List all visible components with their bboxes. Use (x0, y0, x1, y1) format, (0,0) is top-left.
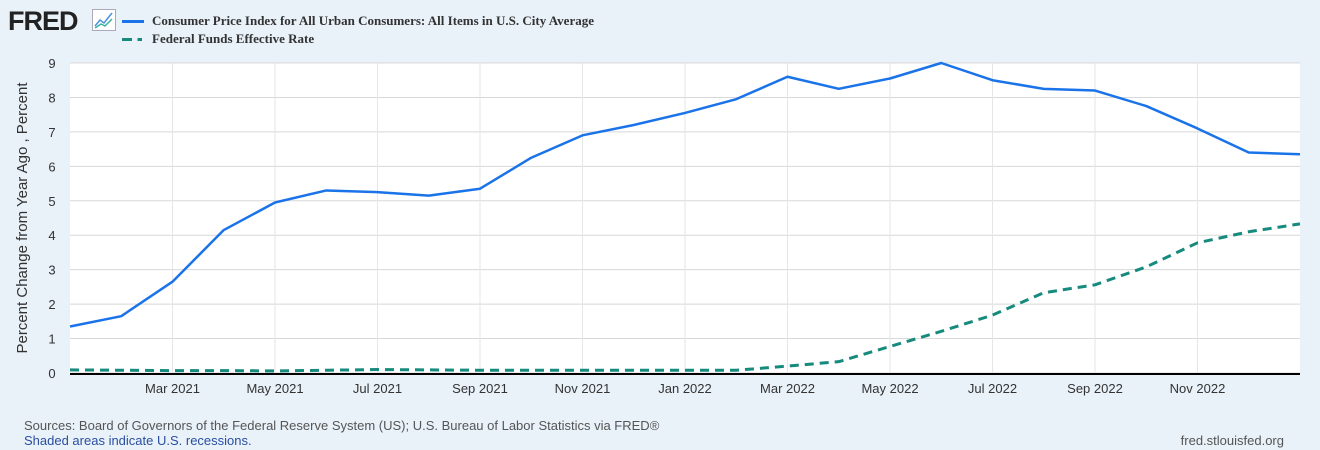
y-tick-label: 7 (48, 125, 55, 140)
x-tick-label: May 2022 (861, 381, 918, 396)
y-tick-label: 0 (48, 366, 55, 381)
y-tick-label: 2 (48, 297, 55, 312)
y-tick-label: 6 (48, 159, 55, 174)
y-tick-label: 5 (48, 194, 55, 209)
y-axis-label: Percent Change from Year Ago , Percent (14, 82, 31, 354)
x-tick-label: Jul 2021 (353, 381, 402, 396)
x-tick-label: Sep 2022 (1067, 381, 1123, 396)
x-tick-label: Jan 2022 (658, 381, 712, 396)
sources-note: Sources: Board of Governors of the Feder… (24, 418, 660, 433)
fred-logo[interactable]: FRED (8, 6, 78, 36)
legend-label-fedfunds: Federal Funds Effective Rate (152, 31, 315, 46)
y-tick-label: 1 (48, 332, 55, 347)
x-tick-label: Nov 2022 (1170, 381, 1226, 396)
legend-swatch-cpi (122, 19, 144, 23)
legend-item-fedfunds[interactable]: Federal Funds Effective Rate (122, 31, 314, 47)
recessions-note: Shaded areas indicate U.S. recessions. (24, 433, 252, 448)
y-tick-label: 4 (48, 228, 55, 243)
x-tick-label: May 2021 (246, 381, 303, 396)
site-link[interactable]: fred.stlouisfed.org (1180, 433, 1284, 448)
series-line-1 (69, 222, 1301, 373)
series-line-0 (69, 61, 1301, 328)
y-tick-label: 9 (48, 56, 55, 71)
legend-swatch-fedfunds (122, 37, 144, 41)
x-tick-label: Mar 2021 (145, 381, 200, 396)
legend-label-cpi: Consumer Price Index for All Urban Consu… (152, 13, 594, 28)
chart-line-icon (92, 9, 116, 31)
x-tick-label: Mar 2022 (760, 381, 815, 396)
x-tick-label: Nov 2021 (555, 381, 611, 396)
x-tick-label: Sep 2021 (452, 381, 508, 396)
x-tick-label: Jul 2022 (968, 381, 1017, 396)
y-tick-label: 8 (48, 90, 55, 105)
y-tick-label: 3 (48, 263, 55, 278)
legend-item-cpi[interactable]: Consumer Price Index for All Urban Consu… (122, 13, 594, 29)
